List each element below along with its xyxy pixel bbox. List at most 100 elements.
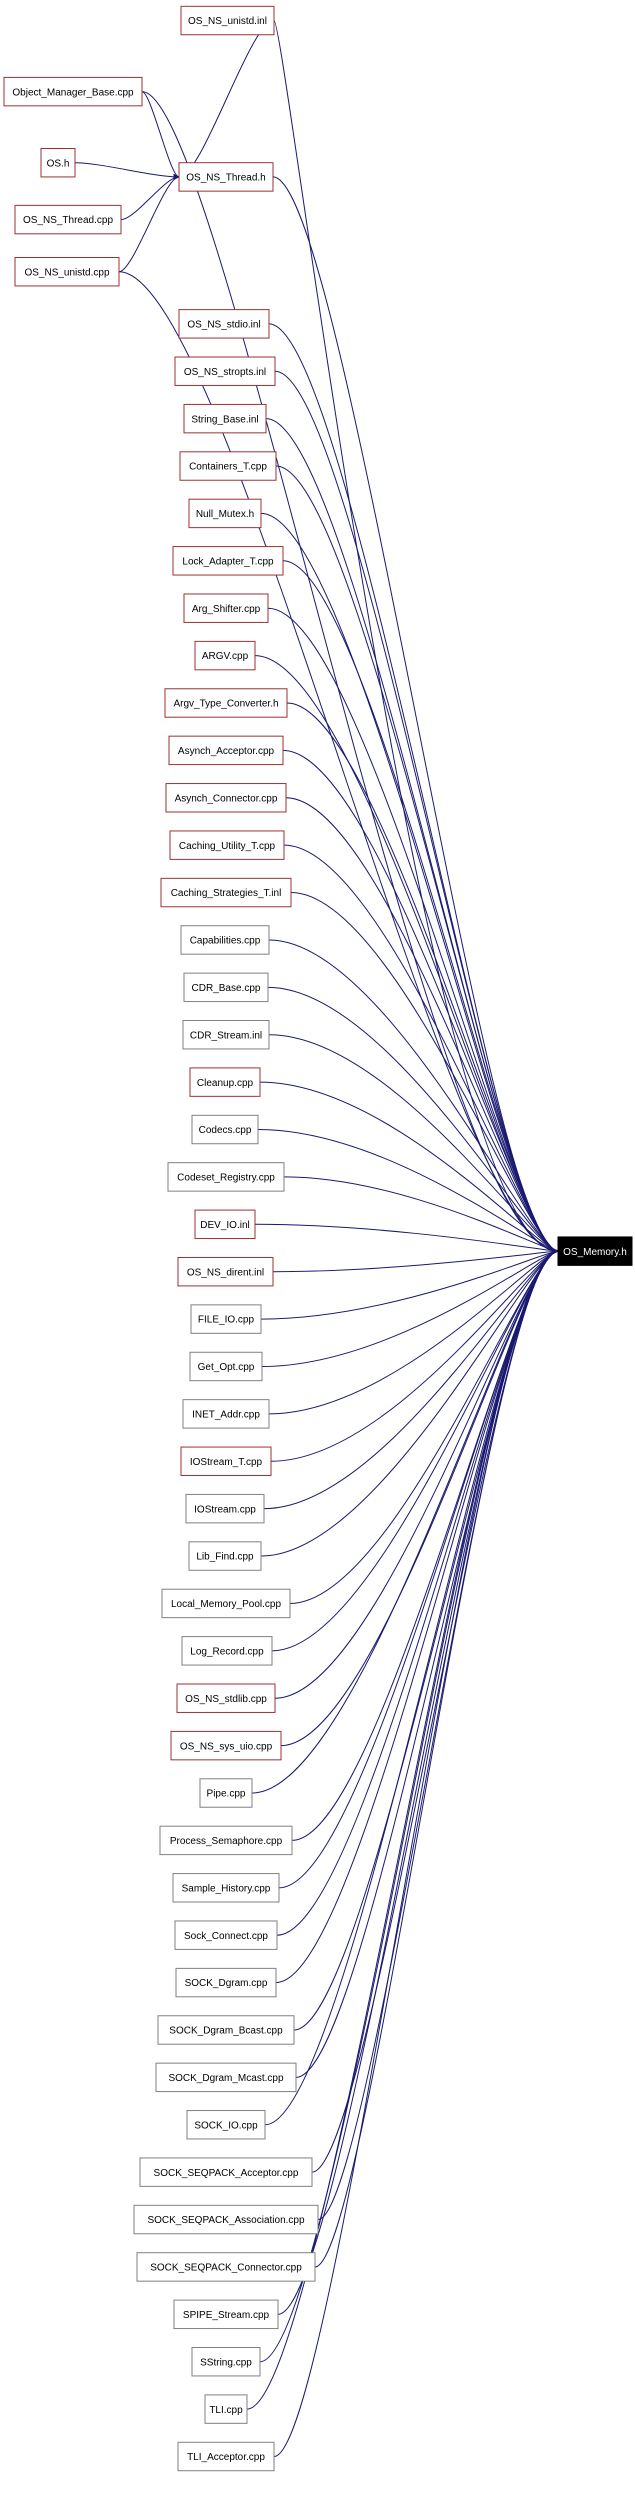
node-label: Pipe.cpp	[207, 1789, 246, 1800]
node-thread: OS_NS_Thread.h	[179, 163, 273, 191]
node-label: SOCK_Dgram_Mcast.cpp	[168, 2073, 283, 2084]
node-d29: OS_NS_stdlib.cpp	[177, 1684, 275, 1712]
node-label: SOCK_Dgram_Bcast.cpp	[169, 2026, 283, 2037]
node-d12: Caching_Strategies_T.inl	[161, 878, 291, 906]
node-label: SPIPE_Stream.cpp	[183, 2310, 270, 2321]
node-d33: Sample_History.cpp	[173, 1874, 279, 1902]
node-d10: Asynch_Connector.cpp	[166, 784, 286, 812]
node-label: DEV_IO.inl	[200, 1220, 249, 1231]
node-d40: SOCK_SEQPACK_Association.cpp	[134, 2205, 318, 2233]
node-d16: Cleanup.cpp	[190, 1068, 260, 1096]
node-d22: Get_Opt.cpp	[190, 1352, 262, 1380]
node-label: Local_Memory_Pool.cpp	[171, 1599, 281, 1610]
node-label: SString.cpp	[200, 2357, 252, 2368]
node-label: CDR_Base.cpp	[192, 983, 261, 994]
node-d31: Pipe.cpp	[200, 1779, 252, 1807]
node-d25: IOStream.cpp	[186, 1494, 264, 1522]
dependency-graph: OS_NS_unistd.inlObject_Manager_Base.cppO…	[0, 0, 635, 2496]
edge	[296, 1251, 558, 2077]
edge	[274, 21, 558, 1252]
node-d9: Asynch_Acceptor.cpp	[169, 736, 283, 764]
edges	[75, 21, 558, 2457]
node-label: Codecs.cpp	[199, 1125, 252, 1136]
node-label: Null_Mutex.h	[196, 509, 254, 520]
node-label: Lib_Find.cpp	[196, 1552, 254, 1563]
node-n3: OS_NS_Thread.cpp	[15, 205, 121, 233]
node-label: Sample_History.cpp	[182, 1883, 271, 1894]
edge	[269, 324, 558, 1251]
node-d19: DEV_IO.inl	[195, 1210, 255, 1238]
node-label: IOStream.cpp	[194, 1504, 256, 1515]
node-label: Lock_Adapter_T.cpp	[182, 556, 274, 567]
node-d35: SOCK_Dgram.cpp	[176, 1968, 276, 1996]
node-n2: OS.h	[41, 148, 75, 176]
node-d5: Lock_Adapter_T.cpp	[173, 547, 283, 575]
node-label: Cleanup.cpp	[197, 1078, 254, 1089]
edge	[283, 561, 558, 1251]
node-d41: SOCK_SEQPACK_Connector.cpp	[137, 2253, 315, 2281]
node-label: OS_NS_dirent.inl	[187, 1267, 264, 1278]
node-d7: ARGV.cpp	[195, 641, 255, 669]
node-d3: Containers_T.cpp	[180, 452, 276, 480]
node-d0: OS_NS_stdio.inl	[179, 310, 269, 338]
edge	[312, 1251, 558, 2172]
node-label: Codeset_Registry.cpp	[177, 1173, 275, 1184]
node-label: Arg_Shifter.cpp	[192, 604, 261, 615]
edge	[287, 703, 558, 1251]
edge	[292, 1251, 558, 1840]
node-d32: Process_Semaphore.cpp	[160, 1826, 292, 1854]
edge	[75, 163, 179, 177]
node-label: ARGV.cpp	[202, 651, 249, 662]
node-d27: Local_Memory_Pool.cpp	[162, 1589, 290, 1617]
edge	[315, 1251, 558, 2267]
edge	[291, 893, 558, 1252]
edge	[255, 1224, 558, 1251]
node-label: FILE_IO.cpp	[198, 1315, 255, 1326]
node-d13: Capabilities.cpp	[181, 926, 269, 954]
node-label: OS_NS_Thread.cpp	[23, 215, 113, 226]
node-d11: Caching_Utility_T.cpp	[170, 831, 284, 859]
node-label: IOStream_T.cpp	[190, 1457, 263, 1468]
edge	[261, 1251, 558, 1319]
node-label: INET_Addr.cpp	[192, 1410, 260, 1421]
node-d8: Argv_Type_Converter.h	[165, 689, 287, 717]
node-label: SOCK_Dgram.cpp	[185, 1978, 268, 1989]
node-label: Asynch_Connector.cpp	[175, 793, 278, 804]
edge	[294, 1251, 558, 2030]
node-n0: OS_NS_unistd.inl	[181, 6, 274, 34]
node-label: Sock_Connect.cpp	[184, 1931, 268, 1942]
node-d20: OS_NS_dirent.inl	[178, 1257, 273, 1285]
node-d1: OS_NS_stropts.inl	[175, 357, 275, 385]
node-label: Caching_Strategies_T.inl	[171, 888, 282, 899]
edge	[265, 1251, 558, 2125]
node-d44: TLI.cpp	[205, 2395, 247, 2423]
node-label: String_Base.inl	[191, 414, 258, 425]
node-label: OS_NS_unistd.cpp	[24, 267, 109, 278]
node-label: Capabilities.cpp	[190, 936, 261, 947]
node-d2: String_Base.inl	[184, 404, 266, 432]
node-label: TLI.cpp	[209, 2405, 243, 2416]
node-d39: SOCK_SEQPACK_Acceptor.cpp	[140, 2158, 312, 2186]
node-d37: SOCK_Dgram_Mcast.cpp	[156, 2063, 296, 2091]
node-label: SOCK_SEQPACK_Connector.cpp	[150, 2263, 302, 2274]
edge	[273, 1251, 558, 1272]
edge	[119, 177, 179, 272]
node-d38: SOCK_IO.cpp	[187, 2111, 265, 2139]
node-d28: Log_Record.cpp	[182, 1637, 272, 1665]
edge	[261, 513, 558, 1251]
node-label: OS_NS_stdio.inl	[187, 319, 260, 330]
node-d23: INET_Addr.cpp	[183, 1400, 269, 1428]
node-d4: Null_Mutex.h	[189, 499, 261, 527]
node-label: OS.h	[47, 158, 70, 169]
node-label: SOCK_IO.cpp	[194, 2120, 258, 2131]
node-label: OS_NS_unistd.inl	[188, 16, 267, 27]
edge	[142, 92, 179, 177]
edge	[278, 1251, 558, 2314]
edge	[179, 21, 274, 177]
node-label: OS_NS_stdlib.cpp	[185, 1694, 267, 1705]
node-label: Asynch_Acceptor.cpp	[178, 746, 275, 757]
node-label: OS_NS_stropts.inl	[184, 367, 266, 378]
node-d15: CDR_Stream.inl	[183, 1021, 269, 1049]
edge	[274, 1251, 558, 2456]
node-label: Get_Opt.cpp	[198, 1362, 255, 1373]
